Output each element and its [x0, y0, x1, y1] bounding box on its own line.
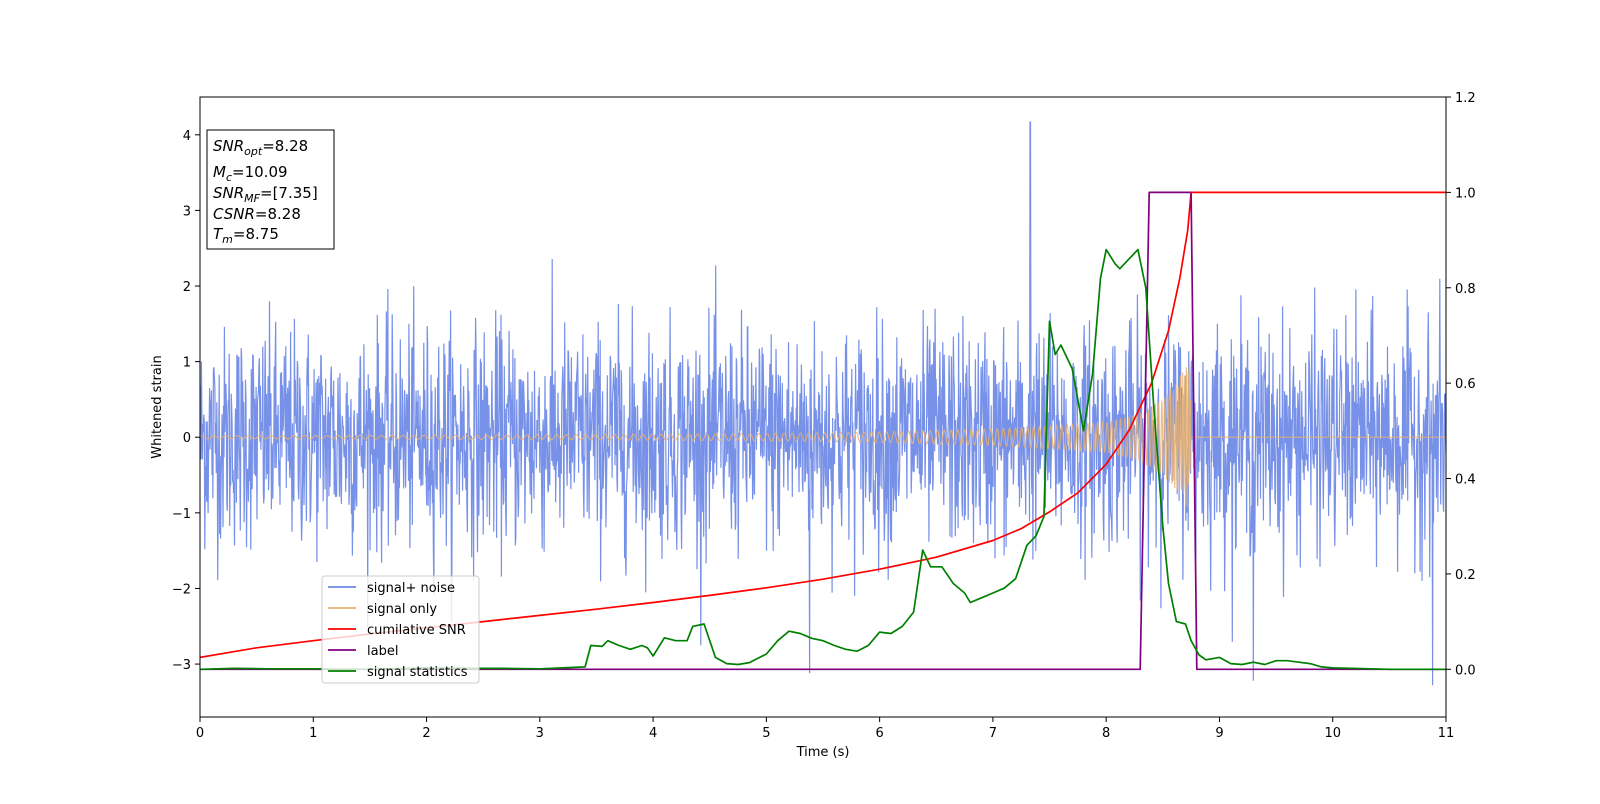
- x-tick-label: 3: [536, 726, 544, 741]
- legend-label-signal-only: signal only: [367, 602, 437, 617]
- legend-label-signal-statistics: signal statistics: [367, 665, 468, 680]
- annotation-value: =8.75: [233, 225, 279, 243]
- annotation-subscript: MF: [244, 192, 260, 205]
- y-left-tick-label: 2: [183, 280, 191, 295]
- y-right-tick-label: 0.2: [1455, 568, 1476, 583]
- x-tick-label: 1: [309, 726, 317, 741]
- x-tick-label: 9: [1215, 726, 1223, 741]
- y-left-tick-label: 4: [183, 129, 191, 144]
- x-tick-label: 7: [989, 726, 997, 741]
- x-tick-label: 10: [1324, 726, 1341, 741]
- y-right-tick-label: 0.6: [1455, 377, 1476, 392]
- series-signal-statistics-line: [200, 248, 1446, 671]
- y-left-tick-label: −1: [172, 507, 191, 522]
- x-axis-label: Time (s): [796, 745, 850, 760]
- y-right-tick-label: 1.0: [1455, 186, 1476, 201]
- x-tick-label: 6: [875, 726, 883, 741]
- x-tick-label: 2: [422, 726, 430, 741]
- y-right-tick-label: 0.4: [1455, 473, 1476, 488]
- legend: signal+ noise signal only cumilative SNR la…: [321, 575, 480, 684]
- x-tick-label: 8: [1102, 726, 1110, 741]
- annotation-line: SNRMF=[7.35]: [213, 184, 318, 205]
- y-right-tick-label: 0.8: [1455, 282, 1476, 297]
- y-left-tick-label: −2: [172, 582, 191, 597]
- annotation-subscript: opt: [244, 145, 263, 158]
- annotation-subscript: m: [222, 233, 233, 246]
- annotation-symbol: M: [213, 163, 226, 181]
- series-signal-only-line: [200, 363, 1446, 508]
- info-annotation-box: SNRopt=8.28Mc=10.09SNRMF=[7.35]CSNR=8.28…: [206, 129, 335, 250]
- series-label-line: [200, 191, 1446, 671]
- y-axis-label: Whitened strain: [150, 355, 165, 458]
- y-right-tick-label: 0.0: [1455, 663, 1476, 678]
- y-left-tick-label: 3: [183, 204, 191, 219]
- legend-frame: [321, 575, 480, 684]
- y-right-tick-label: 1.2: [1455, 91, 1476, 106]
- annotation-value: =10.09: [232, 163, 288, 181]
- x-tick-label: 0: [196, 726, 204, 741]
- y-left-tick-label: 1: [183, 356, 191, 371]
- series-signal-plus-noise-line: [200, 121, 1446, 686]
- annotation-symbol: SNR: [213, 137, 244, 155]
- plot-frame: [199, 96, 1447, 718]
- x-tick-label: 11: [1438, 726, 1455, 741]
- x-tick-label: 4: [649, 726, 657, 741]
- annotation-line: Tm=8.75: [213, 225, 279, 246]
- annotation-symbol: CSNR: [213, 205, 255, 223]
- legend-label-label: label: [367, 644, 398, 659]
- annotation-frame: [206, 129, 335, 250]
- annotation-value: =[7.35]: [260, 184, 318, 202]
- annotation-value: =8.28: [262, 137, 308, 155]
- annotation-value: =8.28: [255, 205, 301, 223]
- annotation-line: Mc=10.09: [213, 163, 288, 184]
- x-tick-label: 5: [762, 726, 770, 741]
- annotation-line: SNRopt=8.28: [213, 137, 308, 158]
- legend-label-signal-noise: signal+ noise: [367, 581, 455, 596]
- y-left-tick-label: 0: [183, 431, 191, 446]
- annotation-line: CSNR=8.28: [213, 205, 301, 223]
- annotation-symbol: SNR: [213, 184, 244, 202]
- annotation-subscript: c: [226, 171, 232, 184]
- legend-label-cumilative-snr: cumilative SNR: [367, 623, 466, 638]
- y-left-tick-label: −3: [172, 658, 191, 673]
- annotation-symbol: T: [213, 225, 224, 243]
